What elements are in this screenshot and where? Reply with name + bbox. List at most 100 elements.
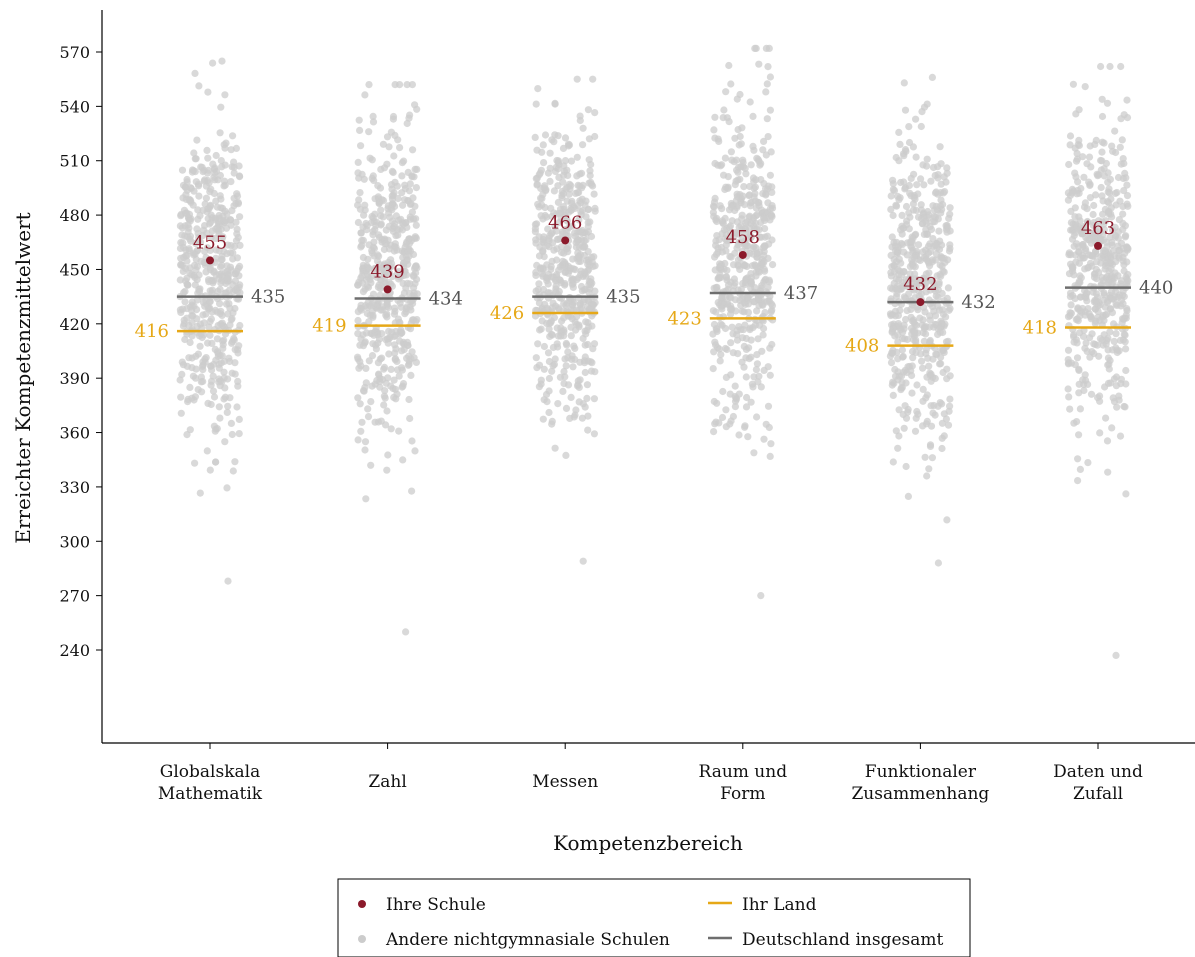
other-school-point (1102, 414, 1110, 422)
other-school-point (405, 114, 413, 122)
other-school-point (588, 253, 596, 261)
other-school-point (586, 171, 594, 180)
other-school-point (584, 340, 592, 349)
other-school-point (912, 348, 920, 356)
other-school-point (762, 185, 770, 193)
other-school-point (895, 432, 903, 440)
other-school-point (581, 268, 589, 276)
other-school-point (1088, 252, 1096, 260)
other-school-point (1074, 477, 1082, 485)
other-school-point (1075, 106, 1083, 114)
other-school-point (232, 286, 240, 294)
other-school-point (755, 199, 763, 207)
other-school-point (928, 454, 937, 462)
other-school-point (399, 456, 407, 464)
other-school-point (410, 284, 418, 292)
other-school-point (406, 414, 414, 423)
other-school-point (1118, 136, 1126, 144)
other-school-point (563, 341, 571, 349)
other-school-point (199, 311, 207, 319)
other-school-point (362, 379, 370, 387)
ihre-schule-point (561, 236, 570, 245)
other-school-point (193, 136, 201, 144)
other-school-point (907, 237, 916, 245)
other-school-point (1107, 379, 1115, 387)
legend-box (337, 878, 971, 957)
other-school-point (232, 218, 240, 226)
other-school-point (355, 364, 363, 372)
other-school-point (551, 444, 559, 452)
y-tick-label: 510 (59, 152, 90, 171)
other-school-point (946, 305, 954, 313)
other-school-point (179, 267, 187, 275)
other-school-point (946, 395, 954, 403)
other-school-point (532, 239, 540, 247)
other-school-point (569, 363, 577, 371)
other-school-point (396, 81, 404, 89)
other-school-point (406, 180, 414, 188)
other-school-point (547, 330, 556, 339)
other-school-point (374, 331, 382, 339)
other-school-point (722, 373, 731, 381)
other-school-point (741, 280, 750, 289)
other-school-point (710, 126, 718, 134)
other-school-point (217, 157, 225, 165)
other-school-point (400, 157, 408, 165)
other-school-point (216, 171, 224, 180)
other-school-point (196, 489, 204, 497)
other-school-point (405, 395, 413, 404)
other-school-point (1116, 197, 1124, 205)
other-school-point (921, 282, 929, 290)
other-school-point (1116, 336, 1124, 344)
other-school-point (218, 261, 226, 269)
other-school-point (1097, 259, 1105, 267)
other-school-point (356, 358, 364, 366)
other-school-point (894, 444, 902, 452)
other-school-point (1101, 246, 1109, 255)
other-school-point (380, 245, 388, 254)
other-school-point (206, 246, 214, 254)
other-school-point (195, 271, 203, 279)
other-school-point (913, 381, 921, 389)
other-school-point (712, 308, 720, 316)
other-school-point (201, 302, 209, 310)
other-school-point (395, 372, 403, 380)
other-school-point (1113, 348, 1121, 357)
other-school-point (375, 199, 383, 207)
other-school-point (917, 175, 925, 183)
other-school-point (897, 226, 905, 234)
other-school-point (760, 243, 769, 251)
other-school-point (183, 362, 191, 370)
other-school-point (1111, 274, 1119, 282)
other-school-point (762, 88, 770, 96)
other-school-point (756, 248, 764, 256)
other-school-point (932, 350, 940, 358)
other-school-point (384, 236, 392, 244)
ihre-schule-value-label: 432 (903, 274, 937, 295)
other-school-point (1079, 242, 1087, 251)
other-school-point (576, 301, 584, 309)
other-school-point (766, 106, 775, 114)
deutschland-value-label: 432 (961, 292, 995, 313)
other-school-point (897, 178, 905, 187)
other-school-point (211, 169, 219, 177)
other-school-point (908, 256, 916, 264)
other-school-point (188, 394, 196, 402)
other-school-point (744, 433, 752, 441)
other-school-point (176, 376, 184, 384)
other-school-point (927, 225, 936, 234)
other-school-point (224, 310, 232, 318)
other-school-point (900, 79, 908, 87)
other-school-point (1097, 253, 1105, 261)
other-school-point (382, 311, 390, 319)
other-school-point (562, 404, 571, 412)
other-school-point (217, 256, 225, 264)
other-school-point (554, 132, 562, 140)
other-school-point (1106, 62, 1114, 71)
other-school-point (221, 181, 229, 189)
other-school-point (185, 354, 193, 362)
other-school-point (382, 379, 390, 387)
other-school-point (538, 148, 546, 156)
other-school-point (904, 405, 912, 414)
other-school-point (577, 211, 585, 219)
